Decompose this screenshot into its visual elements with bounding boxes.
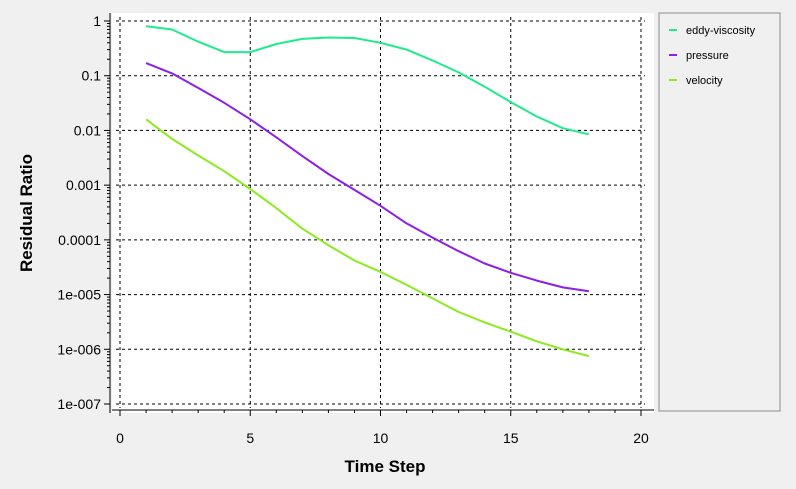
y-tick-label: 1e-006 — [57, 341, 101, 357]
plot-area — [112, 13, 654, 413]
x-tick-label: 5 — [246, 430, 254, 446]
x-tick-label: 15 — [503, 430, 519, 446]
y-tick-label: 0.0001 — [58, 232, 101, 248]
y-tick-label: 1 — [93, 13, 101, 29]
legend-label-pressure: pressure — [686, 50, 729, 62]
x-axis-title: Time Step — [345, 457, 426, 476]
series-line-velocity — [145, 118, 590, 358]
series-line-eddy-viscosity — [145, 25, 590, 136]
y-tick-label: 0.001 — [66, 177, 101, 193]
y-axis-title: Residual Ratio — [17, 154, 36, 272]
y-tick-label: 0.1 — [82, 68, 102, 84]
y-tick-label: 1e-007 — [57, 396, 101, 412]
y-tick-label: 1e-005 — [57, 287, 101, 303]
legend-label-velocity: velocity — [686, 75, 723, 87]
x-tick-label: 20 — [633, 430, 649, 446]
x-tick-label: 10 — [373, 430, 389, 446]
series-line-pressure — [145, 62, 590, 293]
y-tick-label: 0.01 — [74, 122, 101, 138]
legend-label-eddy-viscosity: eddy-viscosity — [686, 25, 756, 37]
legend-box — [658, 12, 781, 412]
x-tick-label: 0 — [116, 430, 124, 446]
